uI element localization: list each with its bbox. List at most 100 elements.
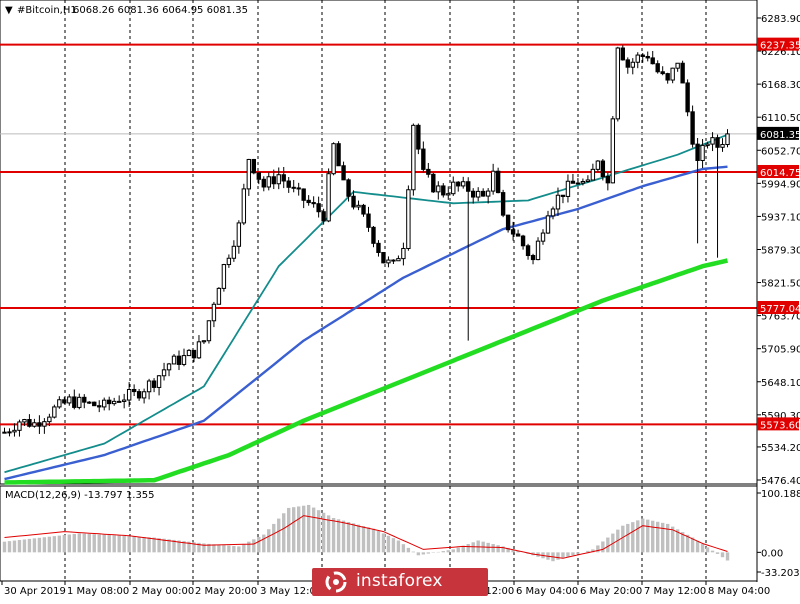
candle-body	[590, 168, 596, 181]
y-tick-label: 5821.50	[761, 279, 800, 290]
candle-body	[700, 144, 705, 162]
x-tick-label: 6 May 04:00	[516, 586, 578, 597]
candle-body	[121, 399, 127, 402]
candle-body	[386, 259, 391, 264]
candle-body	[256, 172, 261, 180]
candle-body	[211, 303, 217, 322]
y-tick-label: 5476.40	[761, 476, 800, 487]
grid-lines	[0, 0, 757, 582]
candle-body	[37, 422, 42, 427]
candle-body	[276, 174, 281, 185]
current-price-bg	[757, 126, 799, 140]
candle-body	[580, 180, 586, 184]
candle-body	[406, 189, 411, 249]
y-tick-label: 6168.30	[761, 80, 800, 91]
candle-body	[416, 124, 421, 150]
candle-body	[525, 245, 531, 257]
candle-body	[411, 124, 416, 191]
candle-body	[461, 181, 466, 187]
x-tick-label: 1 May 08:00	[67, 586, 129, 597]
candle-body	[12, 429, 17, 433]
candle-body	[82, 396, 87, 403]
candle-body	[710, 137, 715, 145]
candle-body	[331, 143, 336, 175]
candle-body	[401, 247, 406, 260]
candle-body	[216, 287, 222, 305]
level-label-bg	[757, 37, 799, 51]
candle-body	[610, 118, 616, 184]
candle-body	[475, 190, 481, 198]
candle-body	[456, 181, 461, 187]
candle-body	[27, 419, 32, 427]
candle-body	[490, 170, 496, 192]
y-tick-label: 6052.70	[761, 146, 800, 157]
candle-body	[336, 143, 341, 167]
candle-body	[306, 199, 311, 204]
candle-body	[261, 178, 266, 188]
y-tick-label: 5994.90	[761, 179, 800, 190]
ma-fast-line	[4, 133, 728, 474]
candle-body	[171, 355, 177, 365]
candle-body	[520, 235, 526, 247]
candle-body	[62, 399, 67, 404]
candle-body	[72, 396, 77, 408]
candle-body	[396, 258, 401, 262]
candle-body	[52, 406, 57, 418]
candle-body	[221, 264, 227, 289]
level-label-bg	[757, 417, 799, 431]
candle-body	[196, 341, 202, 359]
candle-body	[695, 143, 700, 162]
candle-body	[446, 193, 451, 196]
price-axis	[1, 0, 761, 585]
candle-body	[620, 47, 625, 61]
candle-body	[7, 431, 12, 434]
candle-body	[87, 401, 92, 404]
candle-body	[600, 160, 606, 178]
candle-body	[291, 186, 296, 189]
instaforex-logo: instaforex	[312, 568, 488, 596]
y-tick-label: 5534.20	[761, 443, 800, 454]
candle-body	[451, 181, 456, 195]
y-tick-label: 5763.70	[761, 312, 800, 323]
candle-body	[391, 259, 396, 262]
candle-body	[635, 54, 640, 63]
candle-body	[97, 405, 102, 408]
candle-body	[271, 176, 276, 185]
y-tick-label: 5590.30	[761, 411, 800, 422]
candle-body	[77, 396, 82, 408]
candle-body	[32, 422, 37, 427]
candle-body	[236, 222, 242, 247]
candle-body	[266, 176, 271, 188]
y-tick-label: 5705.90	[761, 345, 800, 356]
candle-body	[510, 229, 516, 235]
macd-label: MACD(12,26,9) -13.797 1.355	[5, 490, 155, 501]
support-resistance-lines[interactable]	[0, 43, 757, 426]
candle-body	[565, 180, 571, 197]
axis-labels: 30 Apr 2019 1 May 08:00 2 May 00:00 2 May 2…	[4, 14, 800, 597]
candle-body	[585, 179, 591, 182]
candle-body	[555, 194, 561, 210]
candle-body	[535, 240, 541, 261]
candle-body	[640, 54, 645, 57]
candle-body	[505, 214, 511, 231]
candle-body	[2, 431, 7, 434]
candle-body	[480, 190, 486, 197]
candle-body	[42, 421, 47, 427]
candle-body	[67, 396, 72, 404]
x-tick-label: 8 May 04:00	[708, 586, 770, 597]
candle-body	[471, 190, 476, 198]
x-tick-label: 3 May 12:00	[260, 586, 322, 597]
candle-body	[136, 391, 142, 399]
candle-body	[296, 187, 301, 190]
logo-text: instaforex	[356, 571, 443, 591]
candle-body	[530, 255, 536, 261]
candle-body	[231, 245, 237, 259]
candle-body	[431, 173, 436, 193]
candle-body	[665, 73, 670, 81]
candle-body	[715, 137, 720, 148]
candle-body	[725, 133, 730, 146]
candle-body	[645, 55, 650, 59]
candle-body	[166, 363, 172, 371]
candle-body	[560, 194, 566, 197]
